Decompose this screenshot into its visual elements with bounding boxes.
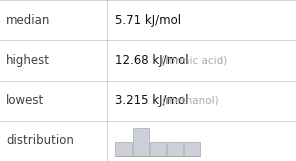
Text: 3.215 kJ/mol: 3.215 kJ/mol: [115, 94, 189, 107]
Bar: [150, 142, 166, 156]
Text: distribution: distribution: [6, 134, 74, 147]
Text: 5.71 kJ/mol: 5.71 kJ/mol: [115, 14, 181, 27]
Bar: [167, 142, 183, 156]
Bar: [184, 142, 200, 156]
Text: lowest: lowest: [6, 94, 44, 107]
Bar: [115, 142, 132, 156]
Text: (formic acid): (formic acid): [161, 55, 227, 65]
Text: median: median: [6, 14, 50, 27]
Text: (methanol): (methanol): [161, 96, 218, 106]
Text: 12.68 kJ/mol: 12.68 kJ/mol: [115, 54, 189, 67]
Bar: [133, 128, 149, 156]
Text: highest: highest: [6, 54, 50, 67]
